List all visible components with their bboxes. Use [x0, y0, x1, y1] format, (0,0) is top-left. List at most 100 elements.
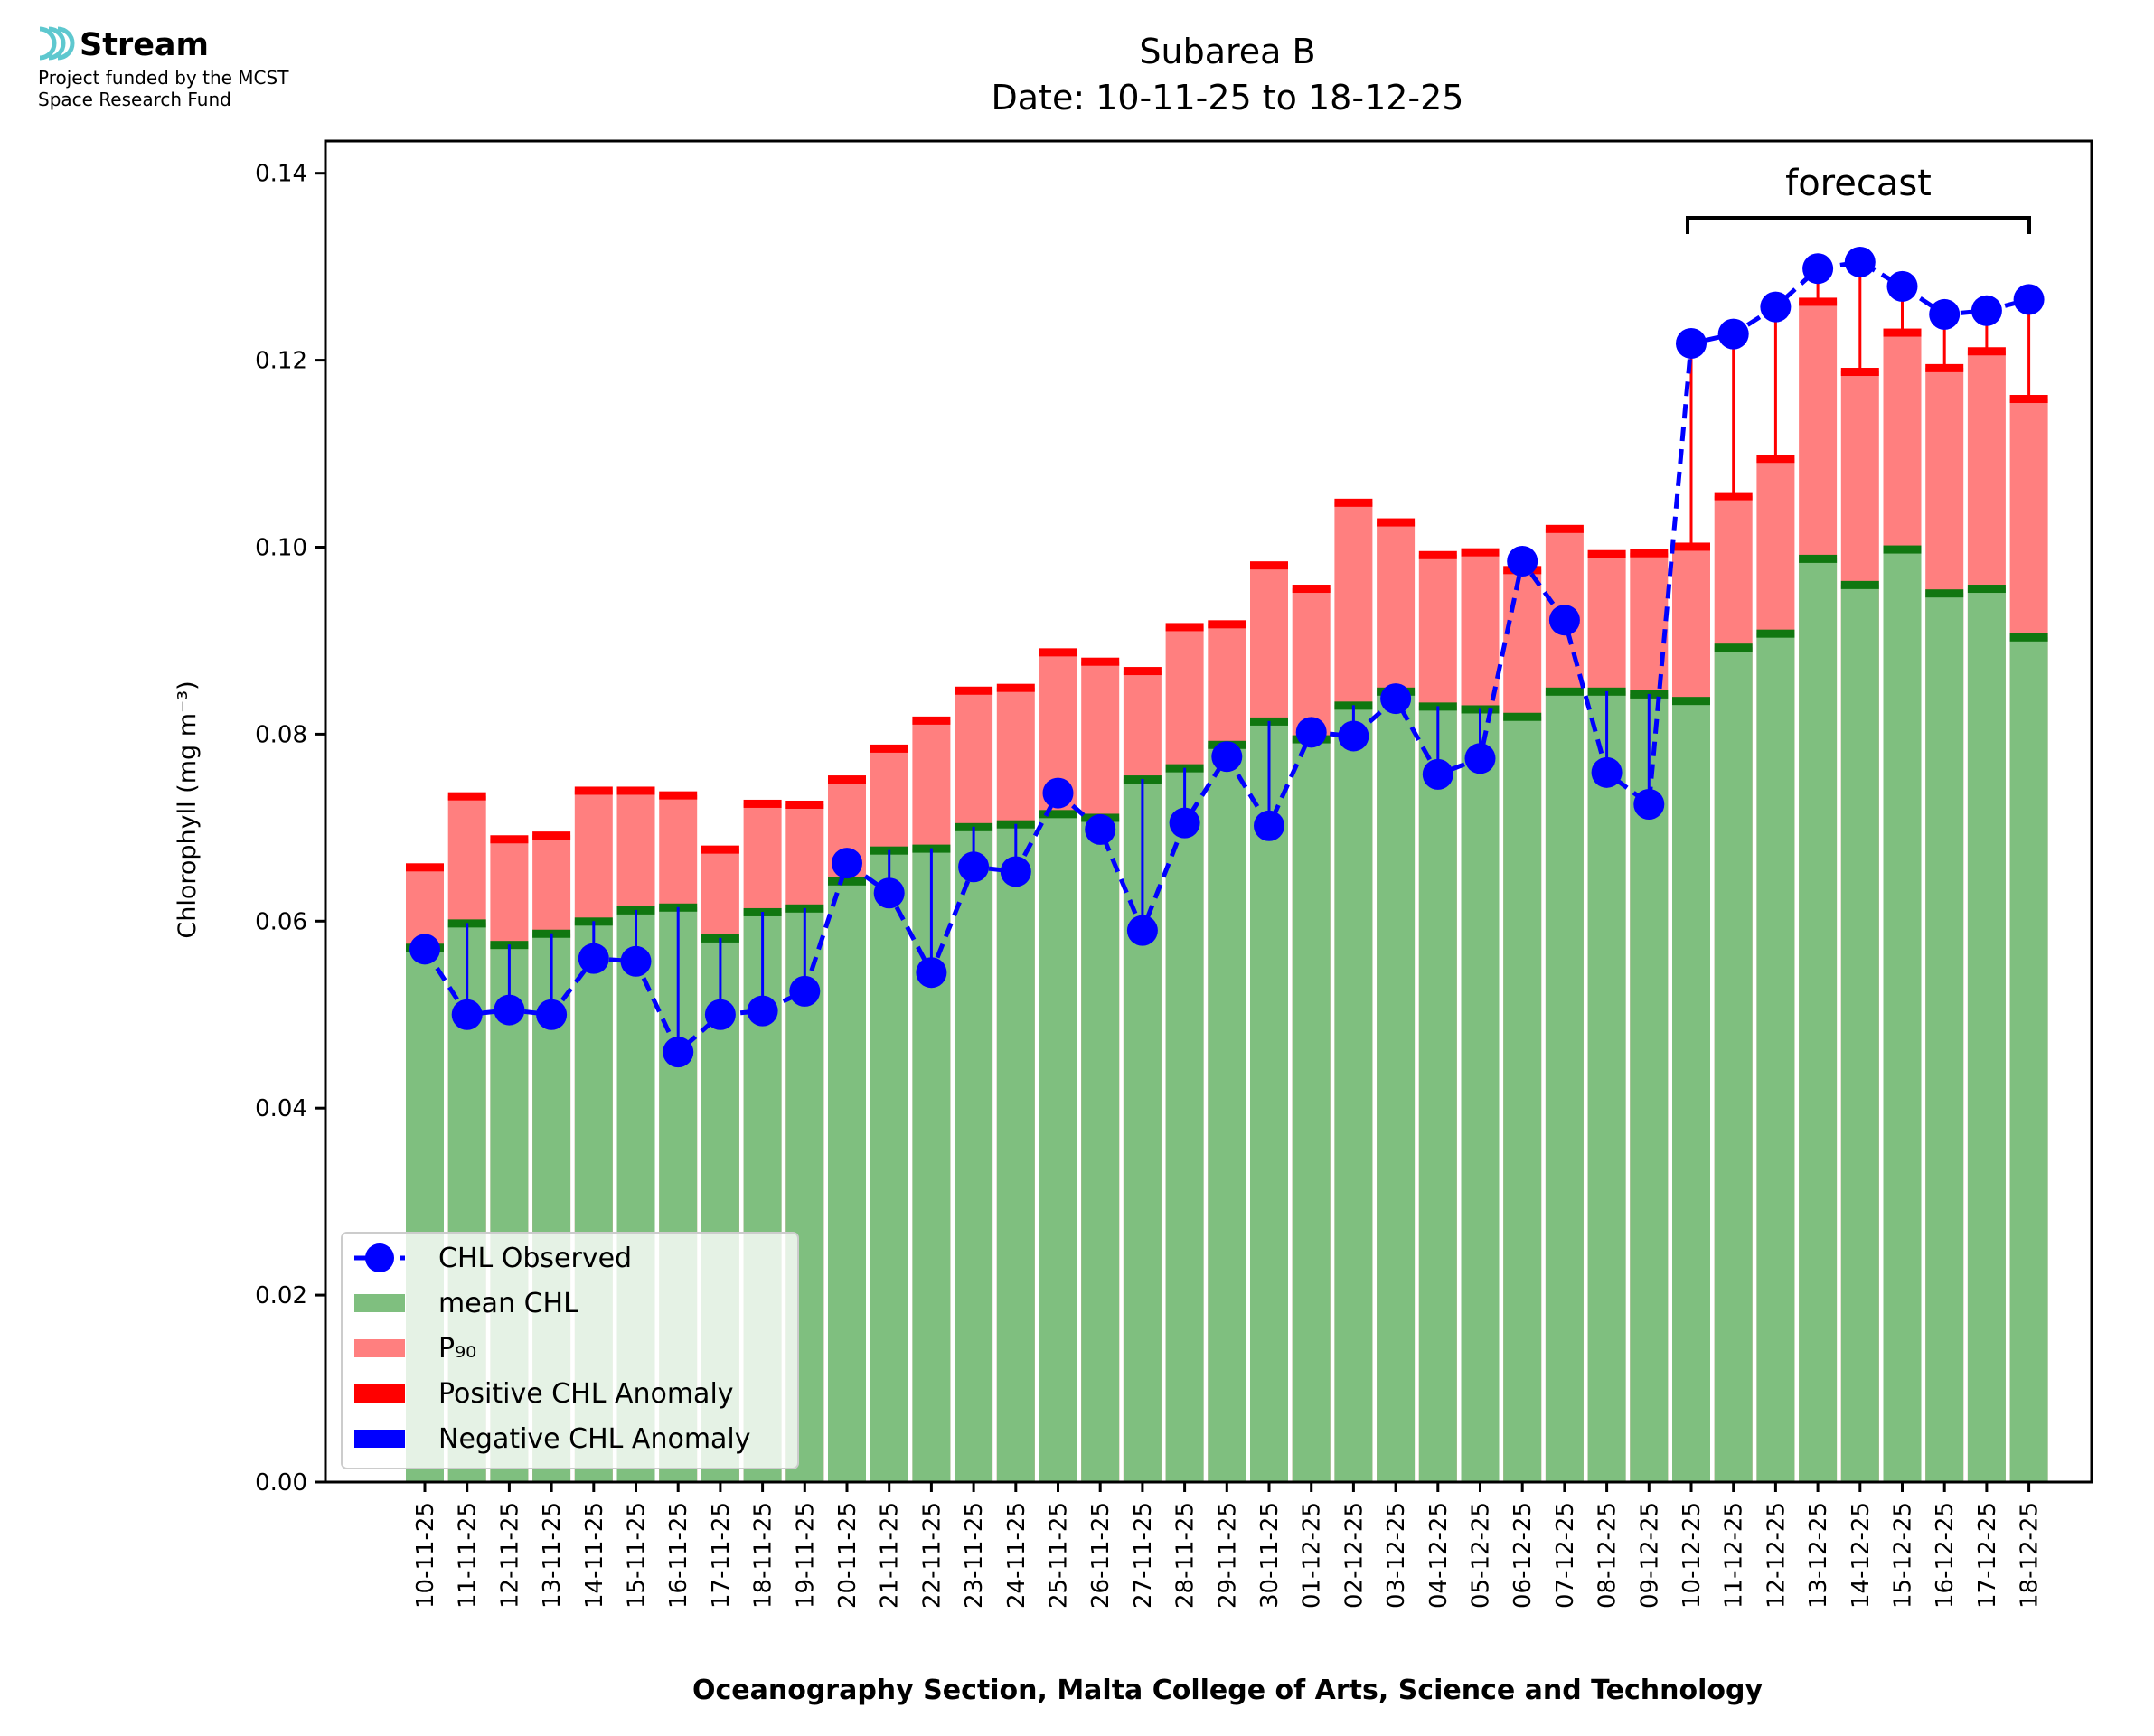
observed-point — [451, 999, 483, 1030]
x-tick-label: 30-11-25 — [1256, 1502, 1284, 1609]
legend-swatch — [354, 1384, 405, 1403]
p90-cap — [1799, 297, 1838, 306]
x-tick-label: 03-12-25 — [1383, 1502, 1410, 1609]
x-tick-label: 24-11-25 — [1003, 1502, 1030, 1609]
y-tick-label: 0.10 — [255, 535, 307, 562]
stream-logo-icon — [39, 26, 75, 61]
mean-bar — [1545, 690, 1584, 1482]
p90-cap — [1630, 549, 1669, 558]
p90-cap — [1123, 667, 1162, 676]
mean-cap — [1039, 810, 1077, 819]
x-tick-label: 29-11-25 — [1214, 1502, 1241, 1609]
observed-point — [1802, 253, 1834, 285]
mean-bar — [1081, 817, 1120, 1482]
x-tick-label: 13-11-25 — [539, 1502, 566, 1609]
mean-bar — [1840, 584, 1879, 1482]
observed-point — [747, 995, 778, 1027]
legend-label: Positive CHL Anomaly — [438, 1378, 734, 1410]
p90-cap — [1418, 550, 1457, 559]
legend: CHL Observed mean CHL P₉₀ Positive CHL Anom… — [341, 1232, 799, 1469]
mean-cap — [1545, 687, 1584, 696]
x-tick-label: 12-11-25 — [496, 1502, 523, 1609]
mean-bar — [1334, 705, 1373, 1482]
legend-swatch — [354, 1430, 405, 1448]
observed-point — [409, 934, 440, 965]
observed-point — [1338, 720, 1369, 752]
observed-point — [620, 945, 652, 977]
x-tick-label: 07-12-25 — [1552, 1502, 1579, 1609]
plot-frame — [324, 139, 2093, 1484]
mean-bar — [1461, 708, 1500, 1482]
mean-bar — [955, 826, 993, 1482]
x-tick-label: 08-12-25 — [1594, 1502, 1622, 1609]
x-tick-label: 15-11-25 — [624, 1502, 651, 1609]
y-axis: 0.00 0.02 0.04 0.06 0.08 0.10 0.12 0.14 — [255, 161, 325, 1497]
mean-bar — [1630, 693, 1669, 1482]
x-tick-label: 15-12-25 — [1890, 1502, 1917, 1609]
mean-cap — [1799, 554, 1838, 563]
mean-bar — [1587, 690, 1626, 1482]
p90-cap — [1545, 524, 1584, 533]
observed-point — [1633, 788, 1665, 820]
mean-cap — [1883, 545, 1922, 554]
observed-point — [916, 957, 947, 989]
logo: Stream Project funded by the MCST Space … — [33, 22, 358, 121]
observed-series-group — [409, 246, 2045, 1068]
observed-point — [578, 943, 609, 974]
observed-point — [2013, 284, 2045, 315]
observed-point — [1464, 743, 1496, 774]
mean-cap — [1672, 697, 1710, 706]
forecast-bracket — [1686, 216, 2031, 234]
x-tick-label: 16-12-25 — [1932, 1502, 1959, 1609]
p90-cap — [1039, 648, 1077, 657]
observed-point — [1507, 546, 1538, 577]
observed-point — [536, 999, 568, 1030]
x-tick-label: 06-12-25 — [1510, 1502, 1537, 1609]
x-tick-label: 17-11-25 — [708, 1502, 735, 1609]
p90-cap — [1334, 498, 1373, 507]
legend-box — [341, 1232, 799, 1469]
p90-cap — [701, 845, 739, 854]
observed-point — [1000, 856, 1031, 887]
mean-cap — [828, 877, 866, 886]
legend-swatch — [354, 1339, 405, 1357]
observed-point — [1126, 915, 1158, 946]
observed-point — [789, 975, 821, 1007]
observed-point — [1295, 717, 1327, 748]
p90-cap — [406, 863, 444, 872]
x-tick-label: 05-12-25 — [1468, 1502, 1495, 1609]
p90-cap — [1377, 518, 1416, 527]
chart-subtitle: Date: 10-11-25 to 18-12-25 — [992, 78, 1464, 117]
observed-point — [1042, 777, 1074, 809]
forecast-annotation: forecast — [1686, 163, 2031, 234]
x-axis: 10-11-25 11-11-25 12-11-25 13-11-25 14-11-25… — [412, 1482, 2044, 1609]
p90-cap — [1967, 347, 2006, 356]
legend-label: Negative CHL Anomaly — [438, 1423, 751, 1455]
p90-cap — [447, 792, 486, 801]
p90-cap — [1208, 620, 1246, 629]
mean-bar — [1967, 588, 2006, 1482]
y-axis-label: Chlorophyll (mg m⁻³) — [174, 680, 202, 938]
y-tick-label: 0.04 — [255, 1095, 307, 1122]
x-tick-label: 09-12-25 — [1636, 1502, 1663, 1609]
p90-cap — [1292, 585, 1331, 594]
x-tick-label: 13-12-25 — [1805, 1502, 1832, 1609]
p90-cap — [912, 716, 951, 725]
observed-point — [832, 848, 862, 879]
observed-point — [1211, 741, 1243, 773]
p90-cap — [532, 831, 571, 840]
observed-point — [704, 999, 736, 1030]
legend-label: CHL Observed — [438, 1243, 632, 1274]
x-tick-label: 25-11-25 — [1046, 1502, 1073, 1609]
observed-point — [1717, 318, 1749, 350]
p90-cap — [2009, 395, 2048, 404]
x-tick-label: 26-11-25 — [1087, 1502, 1115, 1609]
x-tick-label: 16-11-25 — [665, 1502, 692, 1609]
x-tick-label: 28-11-25 — [1172, 1502, 1199, 1609]
x-tick-label: 19-11-25 — [792, 1502, 819, 1609]
observed-point — [1971, 295, 2002, 326]
mean-bar — [1756, 633, 1795, 1482]
logo-funding-line-2: Space Research Fund — [38, 89, 231, 110]
chart-title: Subarea B — [1139, 32, 1315, 71]
